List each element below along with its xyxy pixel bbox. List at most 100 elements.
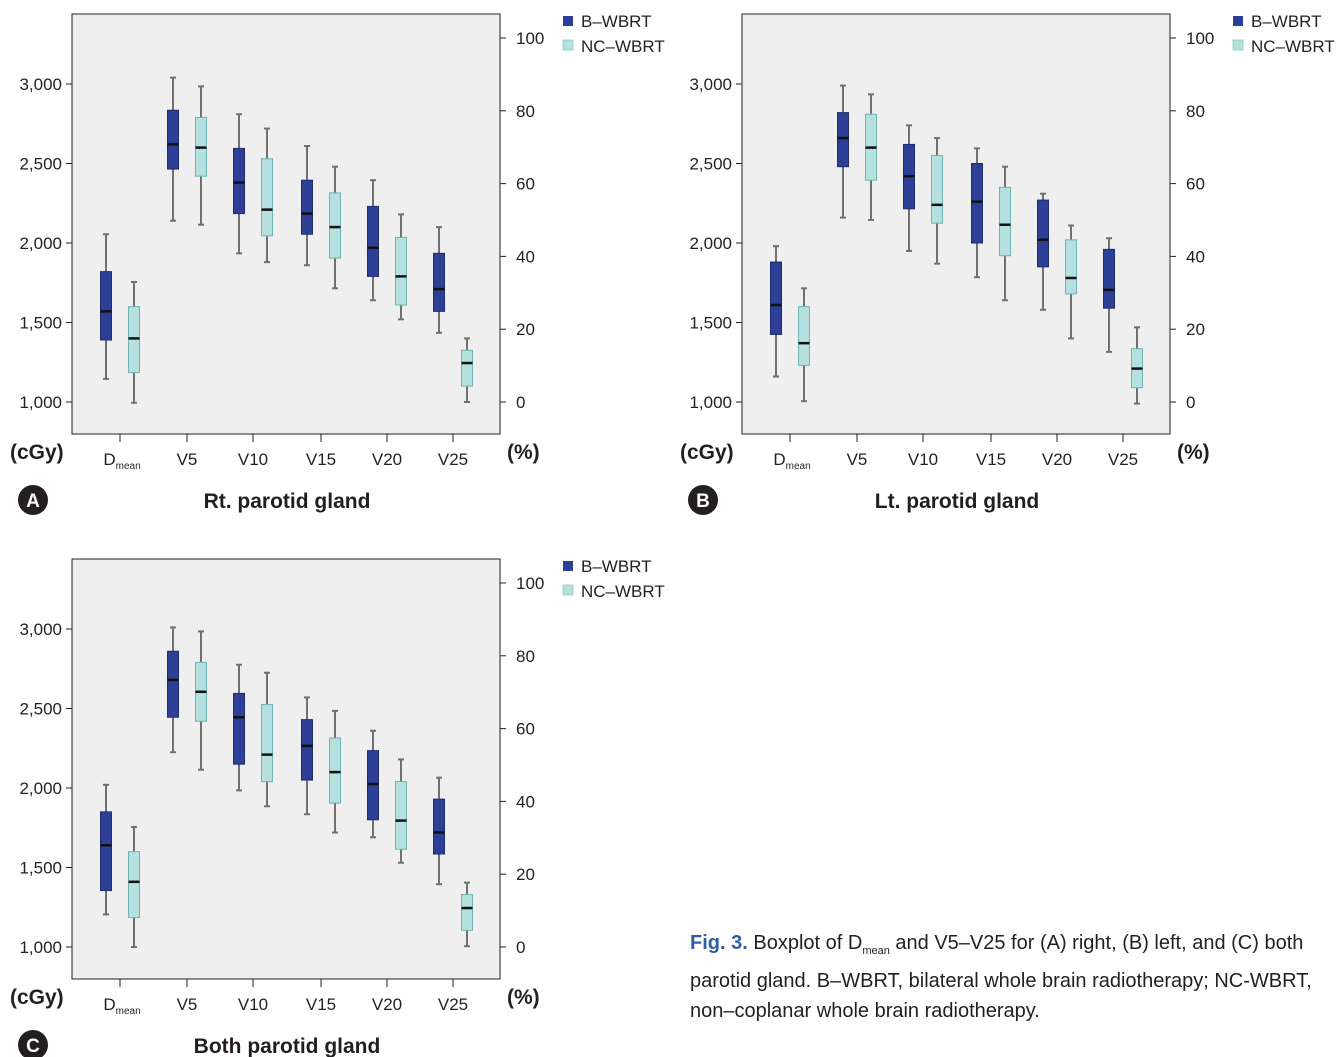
right-axis-tick-label: 40 [1186, 247, 1205, 266]
left-axis-tick-label: 1,500 [689, 314, 732, 333]
left-axis-unit: (cGy) [10, 986, 64, 1009]
chart-panel-b: 1,000 1,500 2,000 2,500 3,000 0 20 40 60 80 100 Dme… [680, 12, 1335, 515]
left-axis-tick-label: 3,000 [19, 620, 62, 639]
right-axis-tick-label: 20 [516, 320, 535, 339]
legend-label-b-wbrt: B–WBRT [581, 557, 652, 576]
x-axis-category-label: V15 [976, 450, 1006, 469]
panel-title: Rt. parotid gland [204, 490, 371, 513]
legend-swatch-nc-wbrt [562, 584, 574, 596]
box-body [433, 798, 445, 855]
left-axis-tick-label: 2,500 [19, 155, 62, 174]
box-body [461, 349, 473, 387]
box-body [931, 155, 943, 224]
box-body [329, 737, 341, 804]
x-axis-category-label: V25 [438, 450, 468, 469]
x-axis-category-label: Dmean [103, 450, 140, 472]
left-axis-tick-label: 3,000 [689, 75, 732, 94]
right-axis-tick-label: 80 [516, 647, 535, 666]
legend-swatch-nc-wbrt [562, 39, 574, 51]
legend-label-b-wbrt: B–WBRT [581, 12, 652, 31]
box-body [100, 811, 112, 892]
x-axis-category-label: V10 [908, 450, 938, 469]
x-axis-category-label: V5 [847, 450, 868, 469]
x-axis-category-label: Dmean [773, 450, 810, 472]
caption-text-pre: Boxplot of D [753, 932, 863, 954]
right-axis-tick-label: 100 [516, 29, 544, 48]
box-body [128, 851, 140, 919]
x-axis-category-label: V20 [372, 450, 402, 469]
panel-badge [688, 485, 718, 515]
box-body [798, 306, 810, 366]
left-axis-tick-label: 3,000 [19, 75, 62, 94]
plot-area [741, 13, 1171, 435]
x-axis-category-label: V20 [1042, 450, 1072, 469]
left-axis-tick-label: 1,500 [19, 859, 62, 878]
legend-label-b-wbrt: B–WBRT [1251, 12, 1322, 31]
x-axis-category-label: V5 [177, 450, 198, 469]
legend-label-nc-wbrt: NC–WBRT [581, 37, 665, 56]
box-body [971, 163, 983, 244]
x-axis-category-label: V15 [306, 995, 336, 1014]
x-axis-category-label: V25 [438, 995, 468, 1014]
left-axis-tick-label: 2,000 [689, 234, 732, 253]
right-axis-tick-label: 100 [1186, 29, 1214, 48]
box-body [461, 894, 473, 931]
x-axis-category-label: Dmean [103, 995, 140, 1017]
left-axis-tick-label: 1,000 [19, 393, 62, 412]
right-axis-tick-label: 100 [516, 574, 544, 593]
box-body [837, 112, 849, 168]
right-axis-tick-label: 60 [516, 720, 535, 739]
right-axis-tick-label: 60 [516, 175, 535, 194]
box-body [100, 271, 112, 341]
box-body [167, 650, 179, 718]
panel-badge-letter: C [26, 1036, 40, 1057]
box-body [367, 205, 379, 277]
box-body [167, 109, 179, 170]
right-axis-tick-label: 80 [1186, 102, 1205, 121]
box-body [233, 692, 245, 765]
right-axis-tick-label: 40 [516, 792, 535, 811]
box-body [1103, 248, 1115, 309]
x-axis-category-label: V10 [238, 995, 268, 1014]
panel-badge [18, 1030, 48, 1057]
left-axis-tick-label: 1,000 [19, 938, 62, 957]
right-axis-tick-label: 0 [516, 393, 525, 412]
box-body [301, 719, 313, 781]
figure-caption: Fig. 3. Boxplot of Dmean and V5–V25 for … [690, 928, 1330, 1026]
x-axis-category-label: V25 [1108, 450, 1138, 469]
x-axis-category-label: V15 [306, 450, 336, 469]
panel-badge-letter: A [26, 491, 40, 512]
left-axis-unit: (cGy) [680, 441, 734, 464]
right-axis-tick-label: 80 [516, 102, 535, 121]
right-axis-unit: (%) [507, 986, 540, 1009]
box-body [233, 147, 245, 215]
caption-text-post: and V5–V25 for (A) right, (B) left, and … [690, 932, 1312, 1022]
panel-title: Both parotid gland [194, 1035, 381, 1057]
right-axis-tick-label: 0 [516, 938, 525, 957]
legend-label-nc-wbrt: NC–WBRT [581, 582, 665, 601]
legend-swatch-b-wbrt [563, 561, 573, 571]
panel-badge [18, 485, 48, 515]
left-axis-tick-label: 2,500 [689, 155, 732, 174]
left-axis-tick-label: 2,000 [19, 779, 62, 798]
box-body [1065, 239, 1077, 295]
x-axis-category-label: V20 [372, 995, 402, 1014]
box-body [395, 781, 407, 850]
plot-area [71, 13, 501, 435]
chart-panel-c: 1,000 1,500 2,000 2,500 3,000 0 20 40 60 80 100 Dme… [10, 557, 665, 1057]
legend-swatch-nc-wbrt [1232, 39, 1244, 51]
legend-swatch-b-wbrt [563, 16, 573, 26]
box-body [261, 704, 273, 783]
panel-title: Lt. parotid gland [875, 490, 1039, 513]
right-axis-tick-label: 20 [516, 865, 535, 884]
chart-panel-a: 1,000 1,500 2,000 2,500 3,000 0 20 40 60 80 100 Dme… [10, 12, 665, 515]
box-body [395, 236, 407, 306]
panel-badge-letter: B [696, 491, 710, 512]
right-axis-unit: (%) [507, 441, 540, 464]
left-axis-tick-label: 1,000 [689, 393, 732, 412]
right-axis-tick-label: 60 [1186, 175, 1205, 194]
legend-swatch-b-wbrt [1233, 16, 1243, 26]
caption-text-sub: mean [862, 945, 890, 957]
right-axis-tick-label: 0 [1186, 393, 1195, 412]
